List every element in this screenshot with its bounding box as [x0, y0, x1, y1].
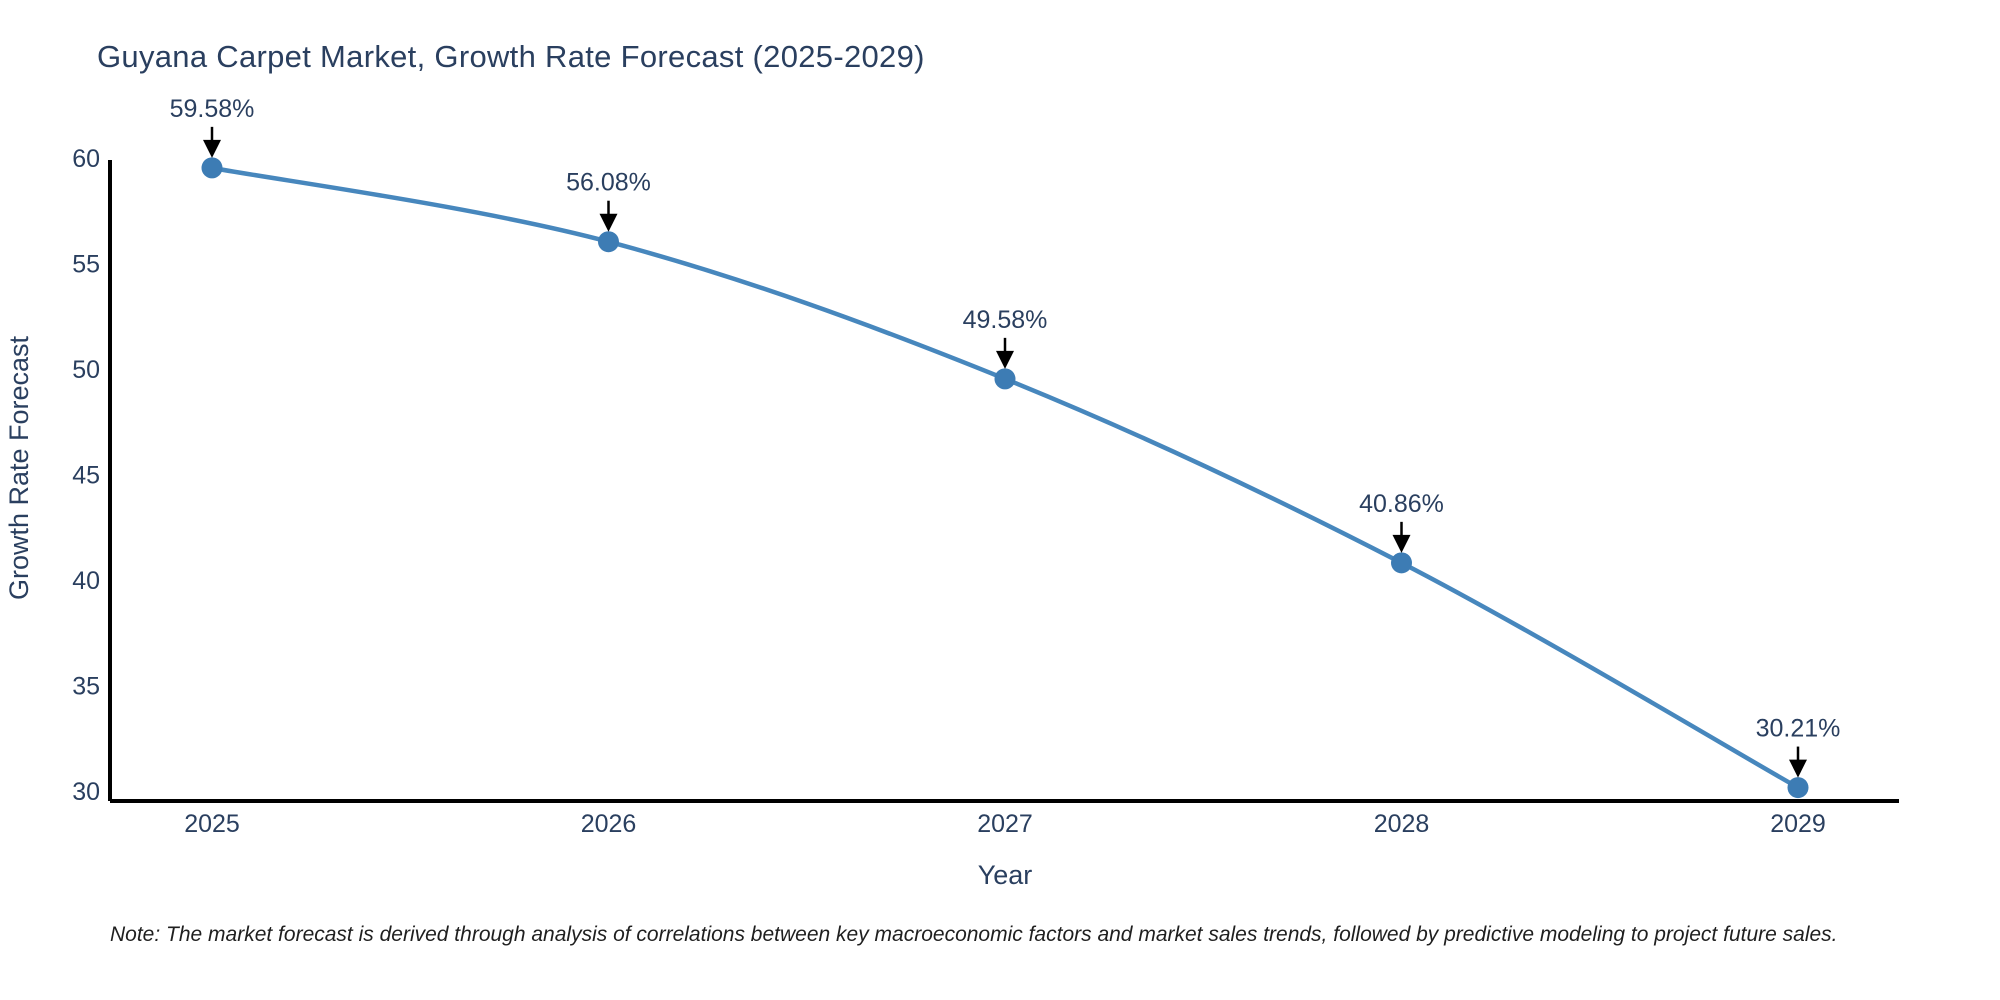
y-tick-label: 30: [72, 778, 100, 806]
x-tick-label: 2028: [1374, 810, 1430, 838]
series-line: [209, 165, 1801, 790]
y-tick-label: 60: [72, 145, 100, 173]
y-tick-label: 40: [72, 567, 100, 595]
annotation-label: 59.58%: [170, 95, 255, 123]
y-tick-label: 55: [72, 251, 100, 279]
annotation-arrowhead: [203, 139, 221, 158]
annotation-arrowhead: [1392, 534, 1411, 553]
x-tick-label: 2029: [1770, 810, 1826, 838]
data-point-marker: [994, 368, 1016, 390]
y-tick-label: 45: [72, 462, 100, 490]
data-point-marker: [1391, 552, 1412, 574]
y-tick-label: 35: [72, 673, 100, 701]
annotation-label: 30.21%: [1756, 715, 1841, 743]
data-point-marker: [201, 157, 223, 179]
x-axis-title: Year: [978, 860, 1033, 890]
annotation-arrowhead: [996, 350, 1014, 369]
x-tick-label: 2025: [184, 810, 240, 838]
y-tick-label: 50: [72, 356, 100, 384]
footnote: Note: The market forecast is derived thr…: [110, 923, 1838, 946]
annotation-arrowhead: [599, 213, 618, 232]
x-tick-label: 2026: [581, 810, 637, 838]
y-axis-title: Growth Rate Forecast: [4, 335, 34, 600]
annotation-label: 56.08%: [566, 169, 651, 197]
annotation-label: 49.58%: [963, 306, 1048, 334]
x-tick-label: 2027: [977, 810, 1033, 838]
plot-area: 30 35 40 45 50 55 60 2025 2026 2027 2028 2029 59.58%…: [72, 95, 1899, 838]
chart-title: Guyana Carpet Market, Growth Rate Foreca…: [97, 39, 925, 74]
data-point-marker: [1787, 777, 1809, 799]
annotation-label: 40.86%: [1359, 490, 1444, 518]
data-point-marker: [598, 231, 619, 253]
annotation-arrowhead: [1789, 759, 1807, 778]
